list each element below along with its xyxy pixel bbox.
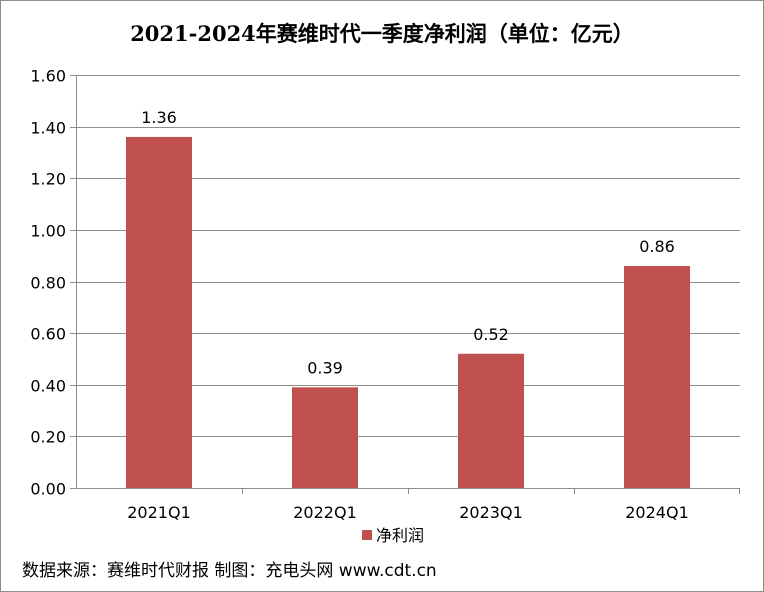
bar (126, 136, 192, 488)
data-label: 0.52 (473, 325, 509, 344)
data-label: 0.86 (639, 237, 675, 256)
x-tick-label: 2023Q1 (459, 503, 523, 522)
y-tick-label: 1.00 (30, 222, 66, 241)
bar (292, 387, 358, 488)
data-label: 0.39 (307, 358, 343, 377)
bar (624, 266, 690, 488)
y-tick-label: 0.40 (30, 377, 66, 396)
legend-label: 净利润 (376, 526, 424, 545)
y-tick-label: 1.20 (30, 170, 66, 189)
legend-swatch (362, 530, 372, 540)
x-tick-label: 2024Q1 (625, 503, 689, 522)
source-note: 数据来源：赛维时代财报 制图：充电头网 www.cdt.cn (22, 561, 437, 581)
y-tick-label: 0.00 (30, 480, 66, 499)
y-tick-label: 1.40 (30, 119, 66, 138)
data-label: 1.36 (141, 108, 177, 127)
y-tick-label: 1.60 (30, 67, 66, 86)
bar (458, 353, 524, 488)
y-tick-label: 0.20 (30, 428, 66, 447)
chart-title: 2021-2024年赛维时代一季度净利润（单位：亿元） (130, 21, 634, 46)
x-tick-label: 2022Q1 (293, 503, 357, 522)
y-tick-label: 0.80 (30, 274, 66, 293)
y-tick-label: 0.60 (30, 325, 66, 344)
x-tick-label: 2021Q1 (127, 503, 191, 522)
